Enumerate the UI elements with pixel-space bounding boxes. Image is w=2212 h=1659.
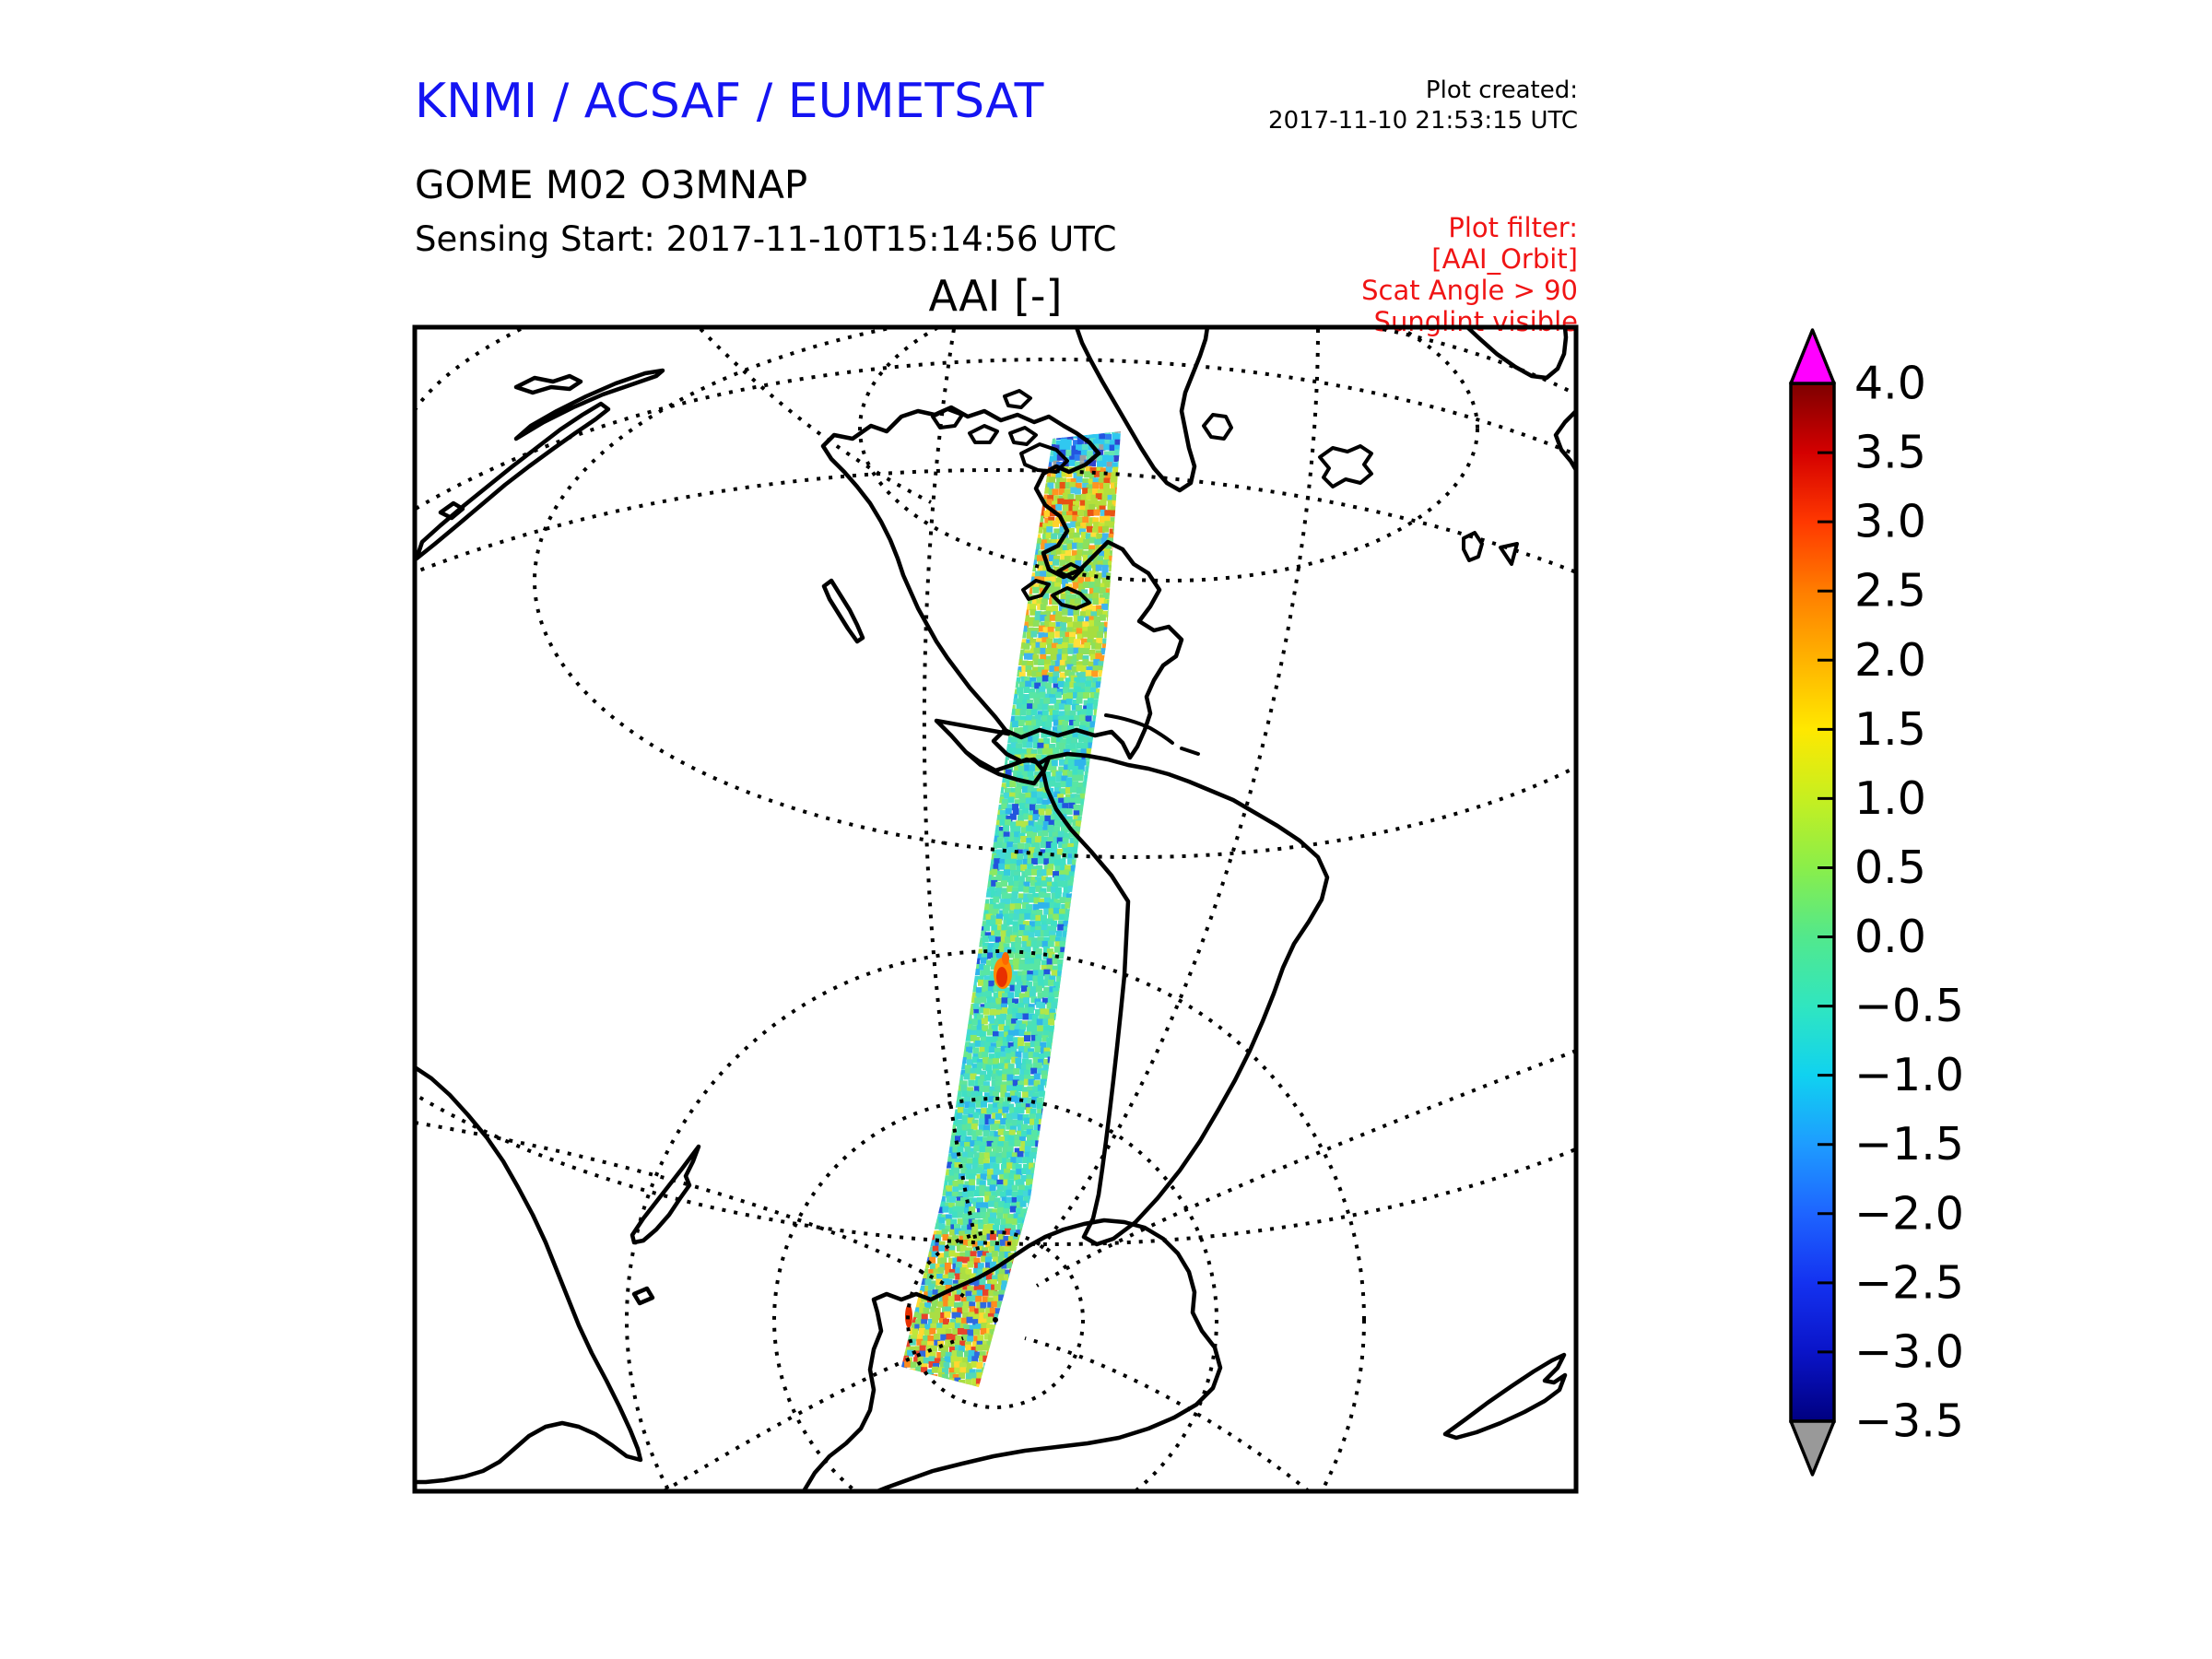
plot-filter-line: Plot filter: xyxy=(1448,212,1578,243)
colorbar-tick-label: 2.5 xyxy=(1854,565,1926,618)
colorbar-tick-label: 1.0 xyxy=(1854,772,1926,825)
colorbar-tick-label: −3.5 xyxy=(1854,1395,1964,1448)
plot-filter-line: Sunglint visible xyxy=(1373,306,1578,337)
colorbar-tick-label: 4.0 xyxy=(1854,358,1926,410)
colorbar: 4.0 3.5 3.0 2.5 2.0 1.5 1.0 0.5 0.0 −0.5 −1.0 −1.5 −… xyxy=(1789,328,1964,1477)
coast-kamchatka xyxy=(415,368,665,561)
coast-south-america xyxy=(1041,751,1330,1247)
graticule-grid xyxy=(415,327,1576,1491)
coast-caribbean xyxy=(1104,713,1200,756)
colorbar-tick-label: −0.5 xyxy=(1854,980,1964,1032)
plot-filter-line: Scat Angle > 90 xyxy=(1361,275,1578,306)
coast-greenland-east xyxy=(1465,327,1569,381)
colorbar-tick-label: −3.0 xyxy=(1854,1325,1964,1378)
coast-iceland xyxy=(1202,413,1519,566)
coast-new-zealand xyxy=(629,1144,701,1306)
coast-great-lakes xyxy=(1021,562,1091,610)
coast-greenland xyxy=(1074,327,1210,493)
sensing-start-label: Sensing Start: 2017-11-10T15:14:56 UTC xyxy=(415,219,1117,259)
colorbar-tick-label: −2.0 xyxy=(1854,1187,1964,1240)
colorbar-tick-label: 0.5 xyxy=(1854,841,1926,894)
plot-created-value: 2017-11-10 21:53:15 UTC xyxy=(1268,107,1578,135)
colorbar-over-arrow xyxy=(1789,328,1836,385)
satellite-swath xyxy=(901,431,1121,1387)
coast-north-america-east xyxy=(934,451,1184,786)
swath-hotspots xyxy=(905,952,1012,1328)
plot-created-label: Plot created: xyxy=(1425,76,1578,104)
coast-north-america-west xyxy=(820,405,1101,736)
map-title: AAI [-] xyxy=(928,271,1063,321)
colorbar-tick-label: 1.5 xyxy=(1854,703,1926,756)
colorbar-tick-label: −1.0 xyxy=(1854,1049,1964,1101)
coast-right-edge xyxy=(1553,408,1576,473)
product-title: GOME M02 O3MNAP xyxy=(415,162,808,207)
map-frame xyxy=(412,324,1579,1494)
colorbar-gradient-bar xyxy=(1789,382,1836,1423)
plot-filter-block: Plot filter: [AAI_Orbit] Scat Angle > 90… xyxy=(1361,212,1578,337)
colorbar-under-arrow xyxy=(1789,1419,1836,1477)
colorbar-tick-label: 3.5 xyxy=(1854,427,1926,479)
south-pole-marker xyxy=(993,1317,998,1323)
colorbar-tick-label: 3.0 xyxy=(1854,496,1926,548)
colorbar-tick-label: −1.5 xyxy=(1854,1118,1964,1171)
colorbar-tick-labels: 4.0 3.5 3.0 2.5 2.0 1.5 1.0 0.5 0.0 −0.5 −1.0 −1.5 −… xyxy=(1854,358,1964,1448)
plot-created-block: Plot created: 2017-11-10 21:53:15 UTC xyxy=(1268,76,1578,136)
coast-baja xyxy=(821,578,865,644)
aai-hotspot xyxy=(1002,952,1009,965)
coast-antarctica xyxy=(801,1218,1223,1491)
coastlines xyxy=(415,327,1576,1491)
aai-hotspot xyxy=(996,967,1007,987)
plot-filter-line: [AAI_Orbit] xyxy=(1431,243,1578,275)
coast-south-island xyxy=(1442,1352,1568,1441)
colorbar-ticks xyxy=(1818,382,1834,1423)
coast-australia xyxy=(415,1065,643,1485)
organisation-title: KNMI / ACSAF / EUMETSAT xyxy=(415,74,1044,129)
colorbar-tick-label: −2.5 xyxy=(1854,1256,1964,1309)
colorbar-tick-label: 2.0 xyxy=(1854,634,1926,687)
colorbar-tick-label: 0.0 xyxy=(1854,911,1926,963)
coast-arctic-islands xyxy=(931,389,1069,474)
